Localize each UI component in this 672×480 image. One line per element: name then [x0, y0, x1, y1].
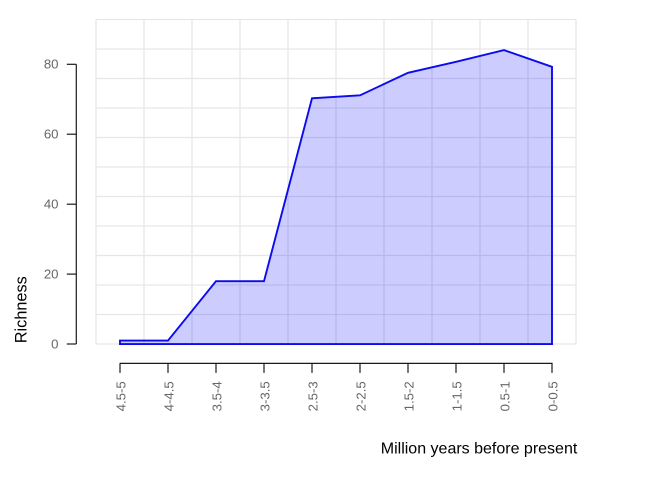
svg-text:Richness: Richness: [13, 276, 31, 343]
svg-text:3-3.5: 3-3.5: [258, 381, 273, 411]
svg-text:3.5-4: 3.5-4: [210, 381, 225, 411]
svg-text:1.5-2: 1.5-2: [402, 381, 417, 411]
svg-text:4-4.5: 4-4.5: [162, 381, 177, 411]
svg-text:80: 80: [44, 57, 59, 72]
svg-text:1-1.5: 1-1.5: [450, 381, 465, 411]
svg-text:60: 60: [44, 127, 59, 142]
svg-text:0: 0: [51, 336, 58, 351]
svg-text:0-0.5: 0-0.5: [546, 381, 561, 411]
svg-text:2.5-3: 2.5-3: [306, 381, 321, 411]
svg-text:2-2.5: 2-2.5: [354, 381, 369, 411]
svg-text:40: 40: [44, 197, 59, 212]
svg-text:20: 20: [44, 267, 59, 282]
svg-text:Million years before present: Million years before present: [381, 441, 578, 458]
svg-text:4.5-5: 4.5-5: [114, 381, 129, 411]
svg-text:0.5-1: 0.5-1: [498, 381, 513, 411]
